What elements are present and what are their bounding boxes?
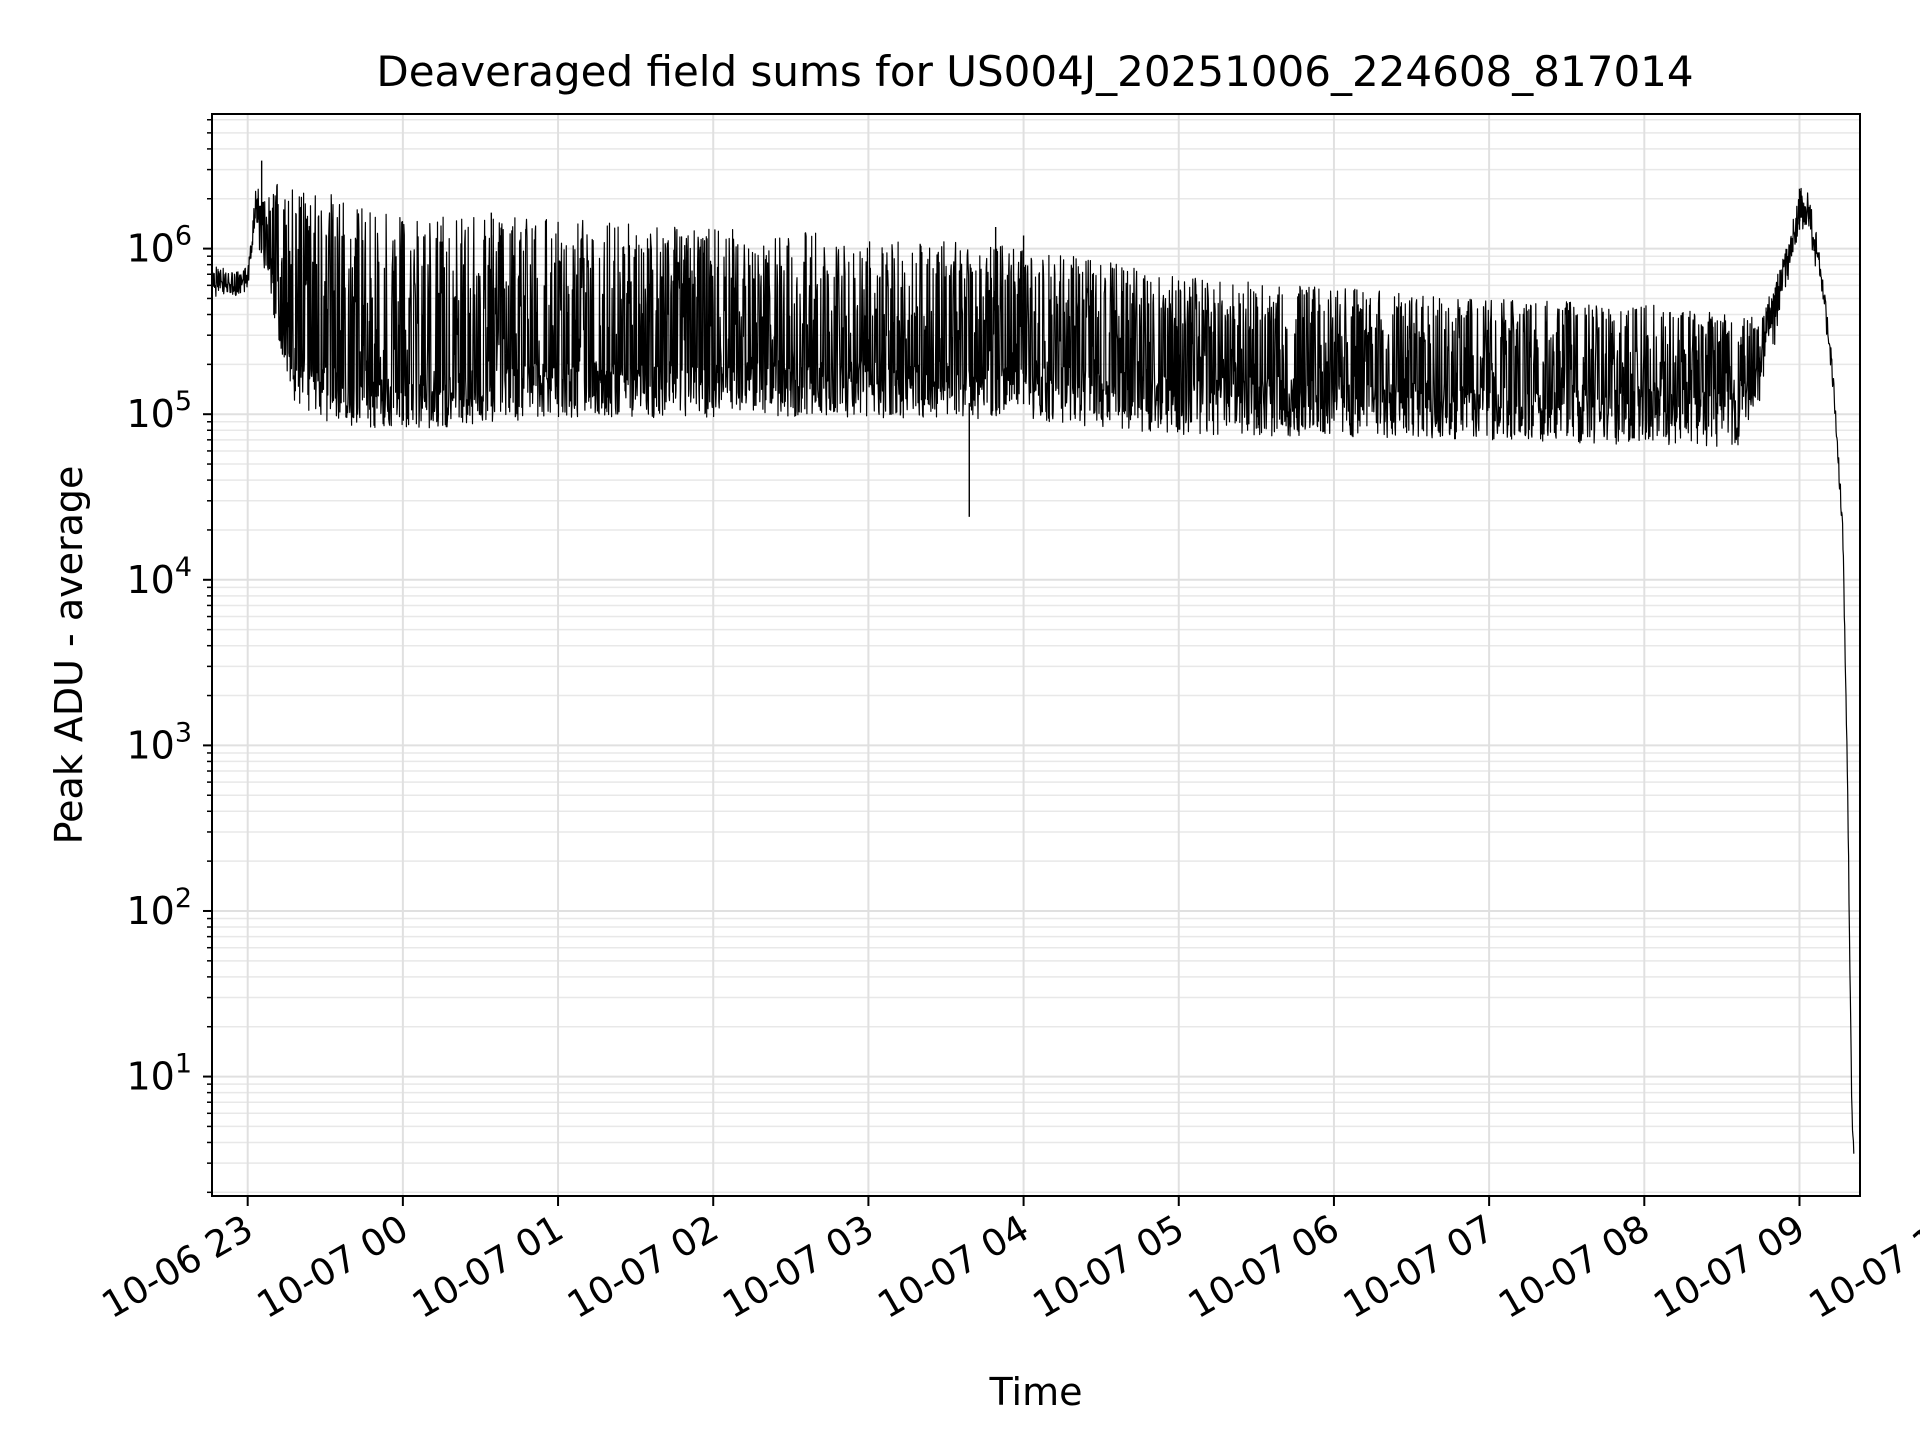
series-line [211, 183, 1855, 1154]
x-axis-label: Time [989, 1370, 1083, 1414]
y-tick-label: 104 [126, 552, 192, 602]
y-tick-label: 106 [126, 221, 192, 271]
grid-layer [212, 114, 1860, 1196]
y-tick-label: 101 [126, 1049, 192, 1099]
y-tick-label: 103 [126, 717, 192, 767]
y-axis-label: Peak ADU - average [47, 466, 91, 845]
y-tick-label: 105 [126, 386, 192, 436]
plot-frame [211, 113, 1861, 1197]
chart-title: Deaveraged field sums for US004J_2025100… [376, 47, 1693, 96]
data-layer [211, 160, 1855, 1154]
y-tick-label: 102 [126, 883, 192, 933]
